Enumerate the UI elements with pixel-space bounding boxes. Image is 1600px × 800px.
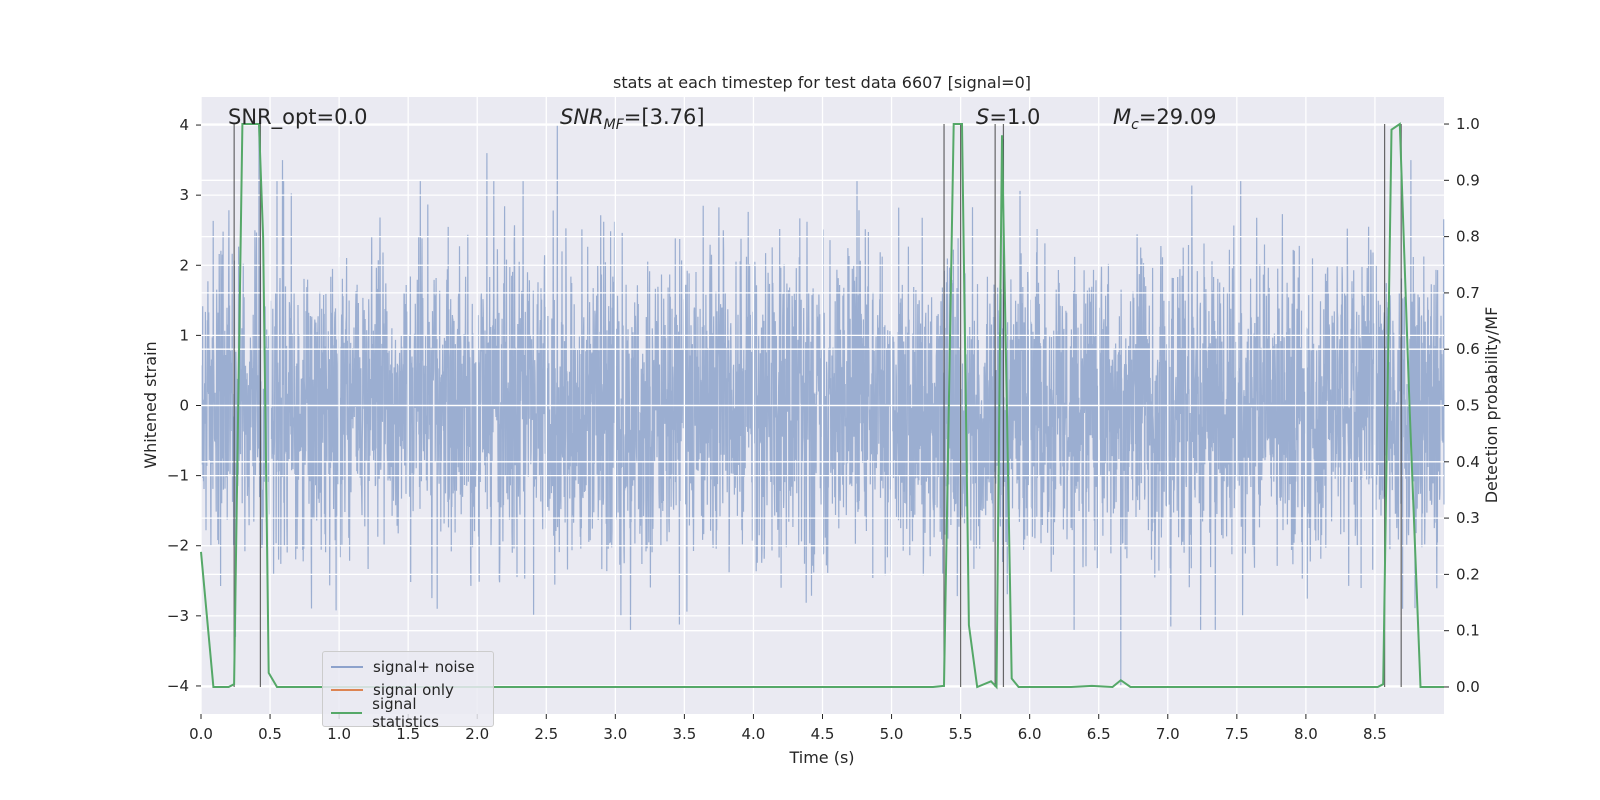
legend-swatch-statistics bbox=[331, 711, 363, 714]
x-tick-label: 0.5 bbox=[258, 725, 282, 743]
x-tick-label: 7.0 bbox=[1156, 725, 1180, 743]
annotation-mc: Mc=29.09 bbox=[1113, 105, 1217, 133]
y2-tick-label: 0.1 bbox=[1456, 622, 1480, 640]
chart-title: stats at each timestep for test data 660… bbox=[613, 73, 1031, 92]
annotation-snr-mf-value: [3.76] bbox=[641, 105, 704, 129]
x-tick-label: 2.5 bbox=[534, 725, 558, 743]
x-tick-label: 5.5 bbox=[949, 725, 973, 743]
x-tick-label: 3.5 bbox=[672, 725, 696, 743]
legend-label-noise: signal+ noise bbox=[373, 657, 475, 676]
y2-tick-labels: 0.0 0.1 0.2 0.3 0.4 0.5 0.6 0.7 0.8 0.9 1.0 bbox=[1444, 115, 1480, 696]
y-tick-label: 3 bbox=[179, 186, 189, 204]
legend-swatch-noise bbox=[331, 665, 363, 668]
x-tick-label: 6.0 bbox=[1018, 725, 1042, 743]
y-tick-label: −2 bbox=[167, 537, 189, 555]
annotation-snr-opt: SNR_opt=0.0 bbox=[228, 105, 368, 130]
y2-tick-label: 0.8 bbox=[1456, 228, 1480, 246]
x-tick-label: 7.5 bbox=[1225, 725, 1249, 743]
grid-lines bbox=[200, 97, 1444, 714]
y2-axis-label: Detection probability/MF bbox=[1482, 307, 1501, 504]
annotation-snr-mf: SNRMF=[3.76] bbox=[560, 105, 705, 133]
x-tick-label: 0.0 bbox=[189, 725, 213, 743]
y2-tick-label: 0.2 bbox=[1456, 565, 1480, 583]
legend-item-noise: signal+ noise bbox=[331, 655, 485, 678]
y-axis-label: Whitened strain bbox=[141, 341, 160, 468]
y-tick-label: 0 bbox=[179, 397, 189, 415]
y2-tick-label: 0.6 bbox=[1456, 340, 1480, 358]
annotation-mc-value: =29.09 bbox=[1139, 105, 1217, 129]
y-tick-label: 1 bbox=[179, 326, 189, 344]
x-tick-label: 2.0 bbox=[465, 725, 489, 743]
y-tick-label: 4 bbox=[179, 116, 189, 134]
x-tick-label: 6.5 bbox=[1087, 725, 1111, 743]
x-tick-label: 4.5 bbox=[811, 725, 835, 743]
y-tick-label: 2 bbox=[179, 256, 189, 274]
x-tick-label: 1.0 bbox=[327, 725, 351, 743]
y2-tick-label: 0.0 bbox=[1456, 678, 1480, 696]
y2-tick-label: 0.5 bbox=[1456, 397, 1480, 415]
vertical-markers bbox=[233, 124, 1402, 687]
y2-tick-label: 1.0 bbox=[1456, 115, 1480, 133]
y2-tick-label: 0.9 bbox=[1456, 171, 1480, 189]
legend-label-statistics: signal statistics bbox=[372, 694, 439, 731]
annotation-s-value: =1.0 bbox=[989, 105, 1040, 129]
y-tick-label: −3 bbox=[167, 607, 189, 625]
legend-item-statistics: signal statistics bbox=[331, 695, 485, 731]
x-tick-label: 4.0 bbox=[742, 725, 766, 743]
x-tick-label: 3.0 bbox=[603, 725, 627, 743]
y2-tick-label: 0.3 bbox=[1456, 509, 1480, 527]
annotation-s: S=1.0 bbox=[976, 105, 1040, 129]
x-tick-label: 8.0 bbox=[1294, 725, 1318, 743]
legend: signal+ noise signal only signal statist… bbox=[322, 651, 494, 731]
x-tick-label: 1.5 bbox=[396, 725, 420, 743]
y-tick-labels: −4 −3 −2 −1 0 1 2 3 4 bbox=[167, 116, 201, 695]
legend-swatch-signal-only bbox=[331, 688, 363, 691]
series-line-1 bbox=[200, 122, 1444, 690]
y-tick-label: −1 bbox=[167, 467, 189, 485]
legend-label-signal-only: signal only bbox=[373, 680, 454, 699]
x-tick-label: 5.0 bbox=[880, 725, 904, 743]
x-axis-label: Time (s) bbox=[788, 748, 854, 767]
y2-tick-label: 0.7 bbox=[1456, 284, 1480, 302]
y-tick-label: −4 bbox=[167, 677, 189, 695]
legend-item-signal-only: signal only bbox=[331, 678, 485, 701]
x-tick-label: 8.5 bbox=[1363, 725, 1387, 743]
x-tick-labels: 0.0 0.5 1.0 1.5 2.0 2.5 3.0 3.5 4.0 4.5 5.0 5.5 6.0 6… bbox=[189, 714, 1387, 743]
y2-tick-label: 0.4 bbox=[1456, 453, 1480, 471]
statistics-series bbox=[200, 122, 1444, 690]
